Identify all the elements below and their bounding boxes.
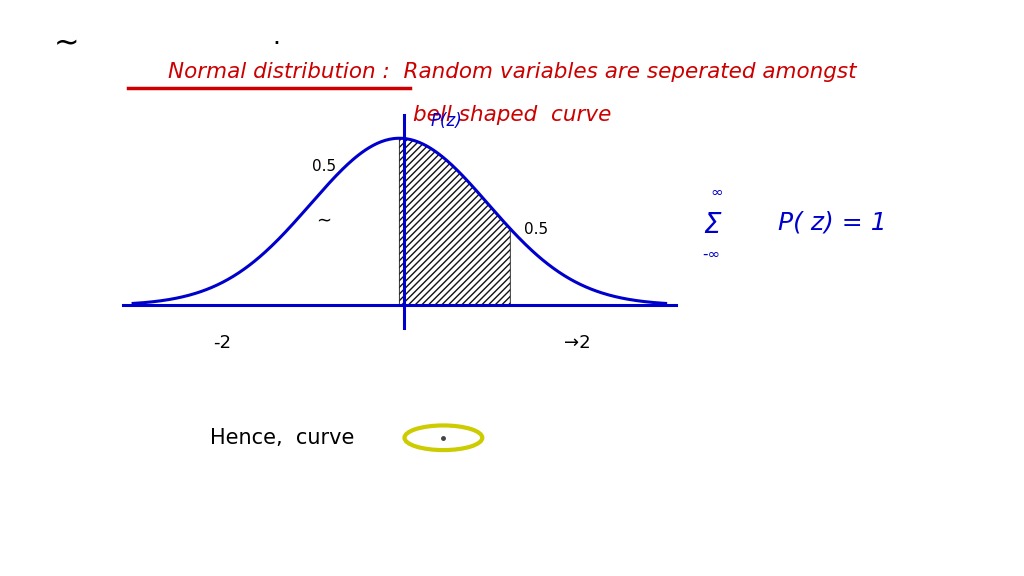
Text: -∞: -∞ [702,247,721,262]
Text: .: . [272,25,281,50]
Text: Hence,  curve: Hence, curve [210,428,354,448]
Text: ∼: ∼ [54,29,79,58]
Text: ∼: ∼ [316,213,332,230]
Text: →2: →2 [563,334,590,352]
Text: Normal distribution :  Random variables are seperated amongst: Normal distribution : Random variables a… [168,62,856,82]
Text: 0.5: 0.5 [312,159,336,174]
Text: Σ: Σ [702,211,721,238]
Text: P( z) = 1: P( z) = 1 [778,210,887,234]
Text: 0.5: 0.5 [523,222,548,237]
Text: bell shaped  curve: bell shaped curve [413,105,611,125]
Text: P(z): P(z) [430,112,462,130]
Text: ∞: ∞ [711,185,723,200]
Text: -2: -2 [213,334,230,352]
